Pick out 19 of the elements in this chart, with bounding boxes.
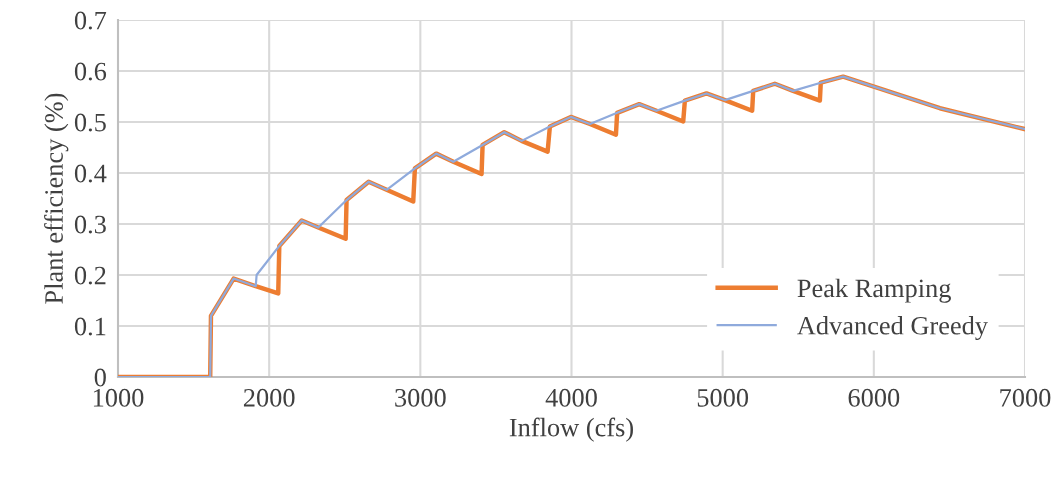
y-axis-title: Plant efficiency (%) xyxy=(44,93,69,304)
x-tick-label: 3000 xyxy=(395,388,446,407)
y-tick-label: 0.7 xyxy=(74,11,107,30)
x-tick-label: 1000 xyxy=(93,388,144,407)
x-axis-title: Inflow (cfs) xyxy=(509,417,633,442)
x-tick-label: 7000 xyxy=(1000,388,1051,407)
y-tick-label: 0.4 xyxy=(74,164,107,183)
y-tick-label: 0.1 xyxy=(74,317,106,336)
legend-label: Advanced Greedy xyxy=(797,316,988,341)
x-tick-label: 2000 xyxy=(243,388,295,407)
y-tick-label: 0.3 xyxy=(74,215,106,234)
legend-label: Peak Ramping xyxy=(797,278,951,303)
x-tick-label: 4000 xyxy=(545,388,597,407)
y-tick-label: 0.5 xyxy=(74,113,106,132)
x-tick-label: 5000 xyxy=(697,388,749,407)
y-tick-label: 0.2 xyxy=(74,266,106,285)
y-tick-label: 0 xyxy=(94,368,106,387)
x-tick-label: 6000 xyxy=(848,388,900,407)
y-tick-label: 0.6 xyxy=(74,62,107,81)
